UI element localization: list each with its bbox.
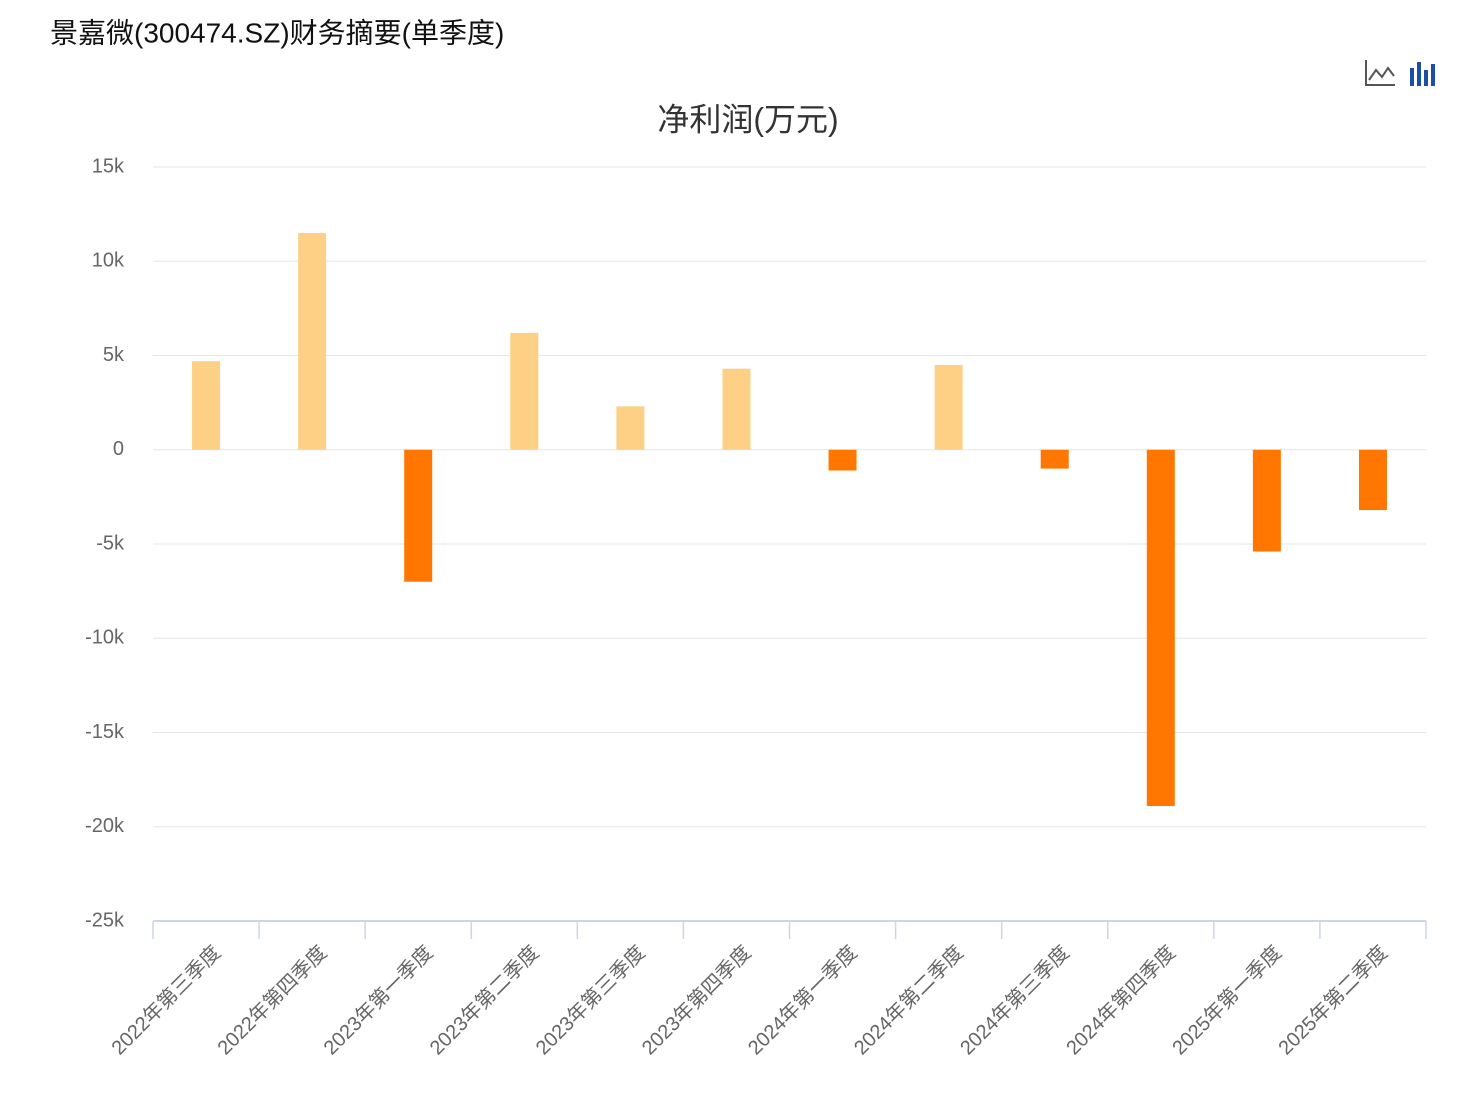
bar: [404, 449, 433, 582]
x-tick-label: 2024年第四季度: [1062, 941, 1180, 1059]
icon-bar: [1417, 62, 1421, 86]
x-tick-label: 2024年第二季度: [849, 941, 967, 1059]
x-tick-label: 2025年第一季度: [1168, 941, 1286, 1059]
x-tick-label: 2023年第二季度: [425, 941, 543, 1059]
icon-bar: [1431, 64, 1435, 86]
bar-chart-icon[interactable]: [1410, 62, 1435, 86]
y-tick-label: -5k: [96, 532, 125, 554]
y-tick-label: 10k: [92, 250, 125, 272]
x-tick-label: 2023年第一季度: [319, 941, 437, 1059]
y-tick-label: -20k: [85, 815, 125, 837]
bar: [298, 232, 327, 450]
x-tick-label: 2022年第三季度: [107, 941, 225, 1059]
bar: [1146, 449, 1175, 807]
y-tick-label: 0: [113, 438, 124, 460]
x-tick-label: 2024年第一季度: [743, 941, 861, 1059]
icon-line: [1368, 66, 1395, 81]
bar: [722, 368, 751, 450]
icon-axis: [1365, 60, 1395, 86]
bar: [510, 332, 539, 450]
x-tick-label: 2024年第三季度: [956, 941, 1074, 1059]
y-tick-label: -25k: [85, 909, 125, 931]
page-title: 景嘉微(300474.SZ)财务摘要(单季度): [50, 17, 504, 48]
x-tick-label: 2022年第四季度: [213, 941, 331, 1059]
y-tick-label: -15k: [85, 721, 125, 743]
x-tick-label: 2025年第二季度: [1274, 941, 1392, 1059]
x-tick-label: 2023年第四季度: [637, 941, 755, 1059]
y-tick-label: -10k: [85, 627, 125, 649]
y-tick-label: 15k: [92, 155, 125, 177]
y-tick-label: 5k: [103, 344, 125, 366]
bar: [616, 406, 645, 450]
bar: [1040, 449, 1069, 469]
bar: [934, 364, 963, 450]
icon-bar: [1410, 68, 1414, 86]
x-tick-label: 2023年第三季度: [531, 941, 649, 1059]
bar: [1358, 449, 1387, 511]
bar: [192, 361, 221, 450]
line-chart-icon[interactable]: [1365, 60, 1395, 86]
chart-title: 净利润(万元): [657, 101, 838, 137]
bar: [1252, 449, 1281, 552]
bar: [828, 449, 857, 471]
icon-bar: [1424, 70, 1428, 86]
